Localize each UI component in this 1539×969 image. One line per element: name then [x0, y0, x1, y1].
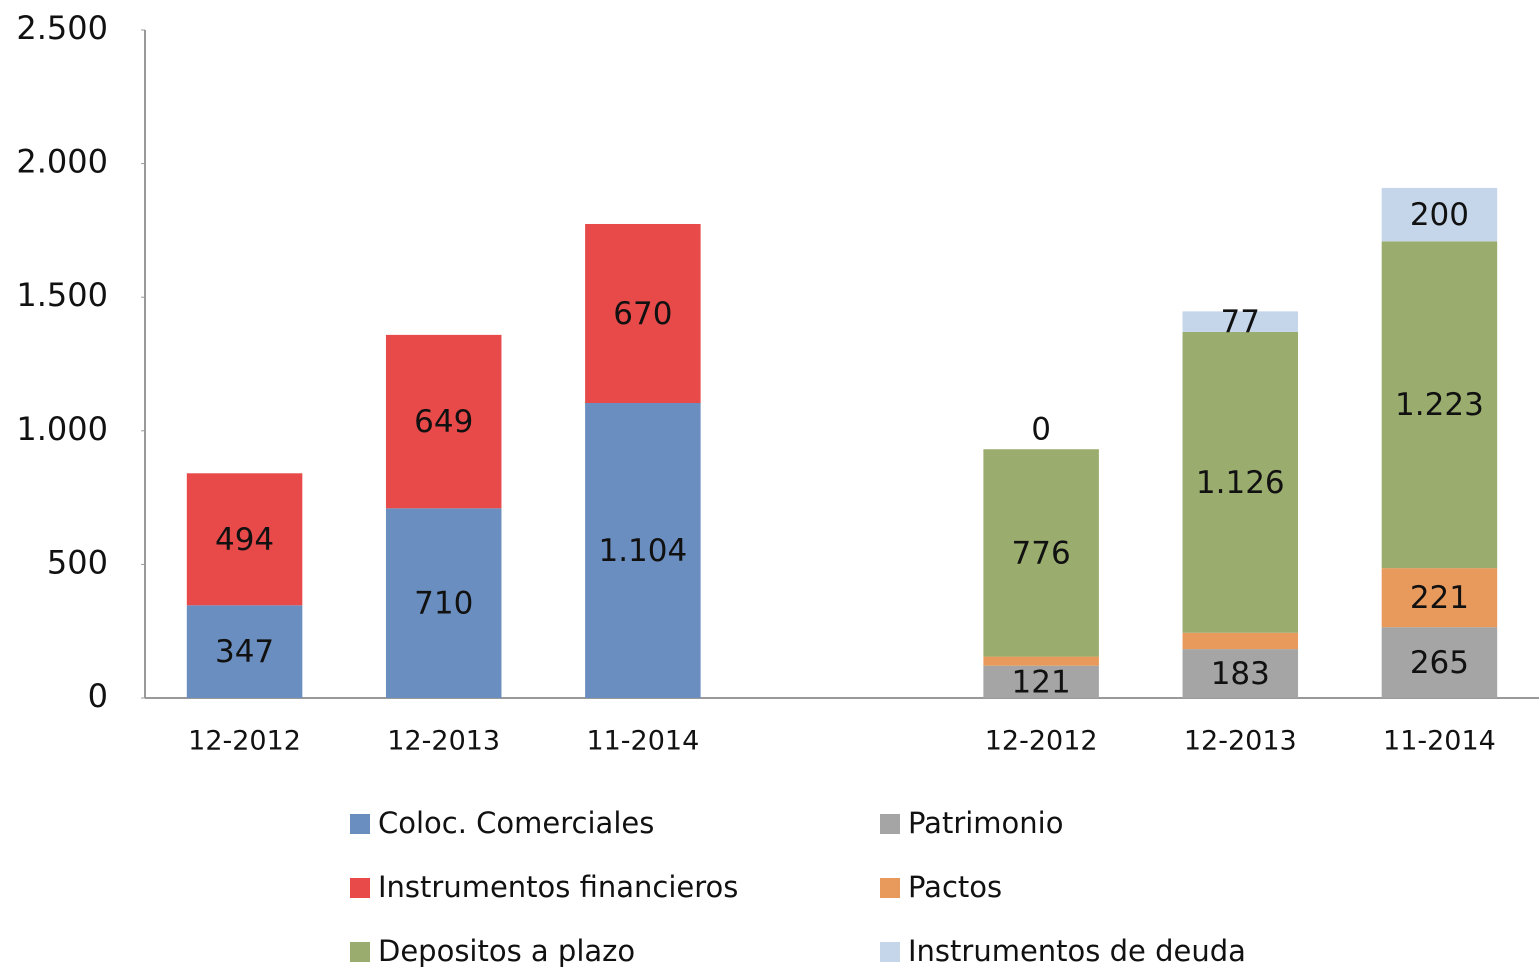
bar-segment: [1182, 649, 1299, 698]
x-tick-label: 11-2014: [586, 726, 699, 757]
bar-segment: [1381, 241, 1498, 569]
bar-segment: [983, 449, 1099, 657]
y-tick-label: 2.500: [16, 9, 108, 47]
data-label: 77: [1221, 304, 1260, 340]
x-tick-label: 12-2012: [985, 726, 1098, 757]
y-tick-label: 1.000: [16, 410, 108, 448]
legend-label: Patrimonio: [908, 806, 1063, 840]
data-label: 0: [1031, 412, 1051, 448]
x-tick-label: 12-2013: [1184, 726, 1297, 757]
data-label: 183: [1211, 656, 1270, 692]
legend-swatch: [880, 814, 900, 834]
legend-label: Depositos a plazo: [378, 934, 635, 968]
y-tick-label: 1.500: [16, 276, 108, 314]
x-tick-label: 12-2012: [188, 726, 301, 757]
data-label: 347: [215, 634, 274, 670]
data-label: 710: [414, 586, 473, 622]
data-label: 1.223: [1395, 387, 1484, 423]
y-tick-label: 500: [47, 543, 108, 581]
legend-swatch: [350, 814, 370, 834]
data-label: 200: [1410, 197, 1469, 233]
data-label: 649: [414, 404, 473, 440]
y-tick-label: 0: [88, 677, 108, 715]
data-label: 121: [1012, 664, 1071, 700]
data-label: 494: [215, 522, 274, 558]
bar-segment: [1381, 627, 1498, 698]
legend-swatch: [350, 878, 370, 898]
x-tick-label: 12-2013: [387, 726, 500, 757]
data-label: 776: [1012, 535, 1071, 571]
bar-segment: [1182, 331, 1299, 633]
y-tick-label: 2.000: [16, 143, 108, 181]
legend-swatch: [880, 942, 900, 962]
bar-segment: [585, 403, 701, 698]
bar-segment: [1182, 311, 1299, 332]
data-label: 1.104: [598, 533, 687, 569]
legend-label: Instrumentos financieros: [378, 870, 738, 904]
data-label: 1.126: [1196, 465, 1285, 501]
bar-segment: [983, 665, 1099, 698]
legend-label: Pactos: [908, 870, 1002, 904]
bar-segment: [1381, 568, 1498, 628]
bar-segment: [385, 334, 502, 509]
bar-segment: [1182, 632, 1299, 650]
data-label: 265: [1410, 645, 1469, 681]
legend-label: Coloc. Comerciales: [378, 806, 654, 840]
legend-label: Instrumentos de deuda: [908, 934, 1246, 968]
bar-segment: [186, 605, 303, 698]
x-tick-label: 11-2014: [1383, 726, 1496, 757]
data-label: 221: [1410, 580, 1469, 616]
legend-swatch: [350, 942, 370, 962]
bar-segment: [1381, 187, 1498, 242]
bar-segment: [385, 508, 502, 698]
data-label: 670: [613, 296, 672, 332]
bar-segment: [186, 473, 303, 606]
bar-segment: [585, 223, 701, 404]
bar-segment: [983, 656, 1099, 666]
legend-swatch: [880, 878, 900, 898]
